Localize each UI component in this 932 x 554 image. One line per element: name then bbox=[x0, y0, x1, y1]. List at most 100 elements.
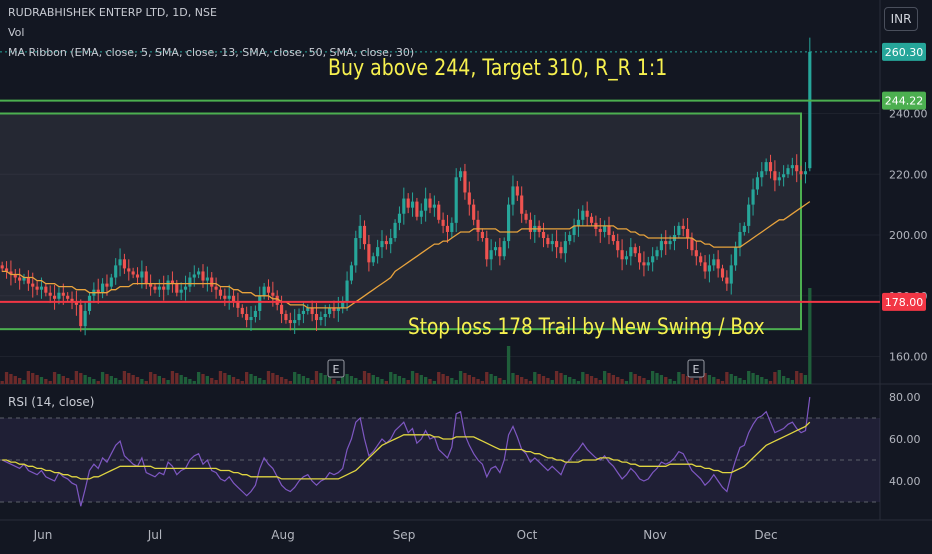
candle-body bbox=[450, 222, 454, 232]
time-axis[interactable]: Jun Jul Aug Sep Oct Nov Dec bbox=[0, 519, 932, 542]
candle bbox=[541, 222, 546, 248]
candle bbox=[236, 292, 240, 318]
volume-bar bbox=[747, 371, 751, 384]
volume-bar bbox=[655, 373, 659, 384]
candle-body bbox=[122, 259, 126, 269]
candle-body bbox=[808, 51, 812, 169]
time-tick: Aug bbox=[271, 528, 294, 542]
candle-body bbox=[598, 228, 602, 232]
volume-bar bbox=[799, 373, 803, 384]
candles[interactable] bbox=[0, 37, 812, 336]
candle bbox=[166, 275, 170, 296]
candle bbox=[764, 158, 768, 175]
candle bbox=[349, 261, 354, 285]
candle bbox=[384, 235, 388, 250]
candle bbox=[253, 305, 257, 323]
candle bbox=[210, 272, 214, 293]
candle-body bbox=[354, 238, 358, 266]
candle bbox=[581, 205, 585, 226]
buy-annotation[interactable]: Buy above 244, Target 310, R_R 1:1 bbox=[328, 56, 668, 81]
candle bbox=[367, 235, 371, 272]
candle bbox=[546, 234, 550, 248]
candle-body bbox=[214, 286, 218, 290]
candle-body bbox=[507, 204, 511, 242]
volume-bar bbox=[528, 381, 533, 384]
candle-body bbox=[572, 225, 576, 235]
rsi-legend[interactable]: RSI (14, close) bbox=[8, 395, 95, 409]
volume-bar bbox=[288, 381, 292, 384]
candle-body bbox=[585, 210, 589, 217]
price-axis[interactable]: 240.00220.00200.00180.00160.00260.30244.… bbox=[882, 42, 928, 364]
stop-annotation[interactable]: Stop loss 178 Trail by New Swing / Box bbox=[408, 315, 765, 340]
candle bbox=[559, 241, 563, 259]
volume-bar bbox=[607, 373, 611, 384]
volume-bar bbox=[423, 377, 428, 384]
candle-body bbox=[323, 313, 327, 318]
price-label-bg bbox=[882, 91, 926, 110]
candle-body bbox=[362, 225, 367, 245]
candle-body bbox=[22, 277, 26, 281]
candle-body bbox=[603, 225, 607, 232]
candle bbox=[454, 168, 458, 232]
candle bbox=[31, 272, 35, 298]
candle-body bbox=[262, 286, 266, 296]
candle bbox=[485, 230, 489, 267]
candle-body bbox=[786, 168, 790, 175]
volume-legend[interactable]: Vol bbox=[8, 26, 25, 39]
candle-body bbox=[144, 271, 148, 284]
volume-bar bbox=[454, 380, 458, 384]
volume-bar bbox=[476, 379, 480, 384]
candle bbox=[690, 232, 694, 256]
volume-bar bbox=[367, 373, 371, 384]
volume-bar bbox=[345, 374, 349, 384]
volume-bar bbox=[375, 377, 380, 384]
candle bbox=[725, 270, 729, 291]
earnings-marker: E bbox=[687, 359, 705, 378]
candle bbox=[389, 228, 393, 254]
volume-bar bbox=[332, 379, 336, 384]
candle-body bbox=[109, 277, 113, 287]
rsi-pane[interactable]: 80.00 60.00 40.00 bbox=[0, 391, 921, 507]
candle-body bbox=[629, 247, 633, 257]
candle bbox=[576, 208, 581, 237]
candle-body bbox=[651, 256, 655, 263]
candle-body bbox=[555, 241, 559, 248]
volume-bar bbox=[48, 381, 52, 384]
ma-ribbon-legend[interactable]: MA Ribbon (EMA, close, 5, SMA, close, 13… bbox=[8, 46, 415, 59]
candle bbox=[415, 197, 419, 221]
candle-body bbox=[183, 286, 188, 290]
volume-bar bbox=[642, 378, 646, 384]
volume-bar bbox=[493, 376, 498, 384]
currency-button[interactable]: INR bbox=[884, 7, 918, 31]
candle-body bbox=[734, 247, 738, 266]
candle bbox=[157, 279, 161, 297]
candle bbox=[83, 301, 87, 336]
volume-bar bbox=[162, 378, 166, 384]
candle-body bbox=[397, 213, 402, 223]
candle-body bbox=[463, 171, 467, 193]
candle bbox=[795, 154, 799, 183]
volume-bar bbox=[144, 381, 148, 384]
candle-body bbox=[777, 177, 781, 181]
volume-bar bbox=[472, 377, 476, 384]
candle bbox=[463, 163, 467, 200]
volume-bar bbox=[9, 374, 13, 384]
symbol-title[interactable]: RUDRABHISHEK ENTERP LTD, 1D, NSE bbox=[8, 6, 217, 19]
candle-body bbox=[589, 216, 594, 223]
candle bbox=[170, 271, 175, 293]
candle-body bbox=[742, 225, 746, 232]
volume-bar bbox=[777, 370, 781, 384]
candle bbox=[127, 259, 131, 281]
candle bbox=[26, 270, 30, 291]
candle-body bbox=[642, 262, 646, 266]
volume-bar bbox=[310, 380, 314, 384]
volume-bar bbox=[406, 380, 410, 384]
candle-body bbox=[218, 289, 223, 296]
volume-bar bbox=[751, 373, 755, 384]
candle-body bbox=[371, 256, 375, 263]
candle-body bbox=[694, 250, 698, 257]
volume-bar bbox=[598, 380, 602, 384]
